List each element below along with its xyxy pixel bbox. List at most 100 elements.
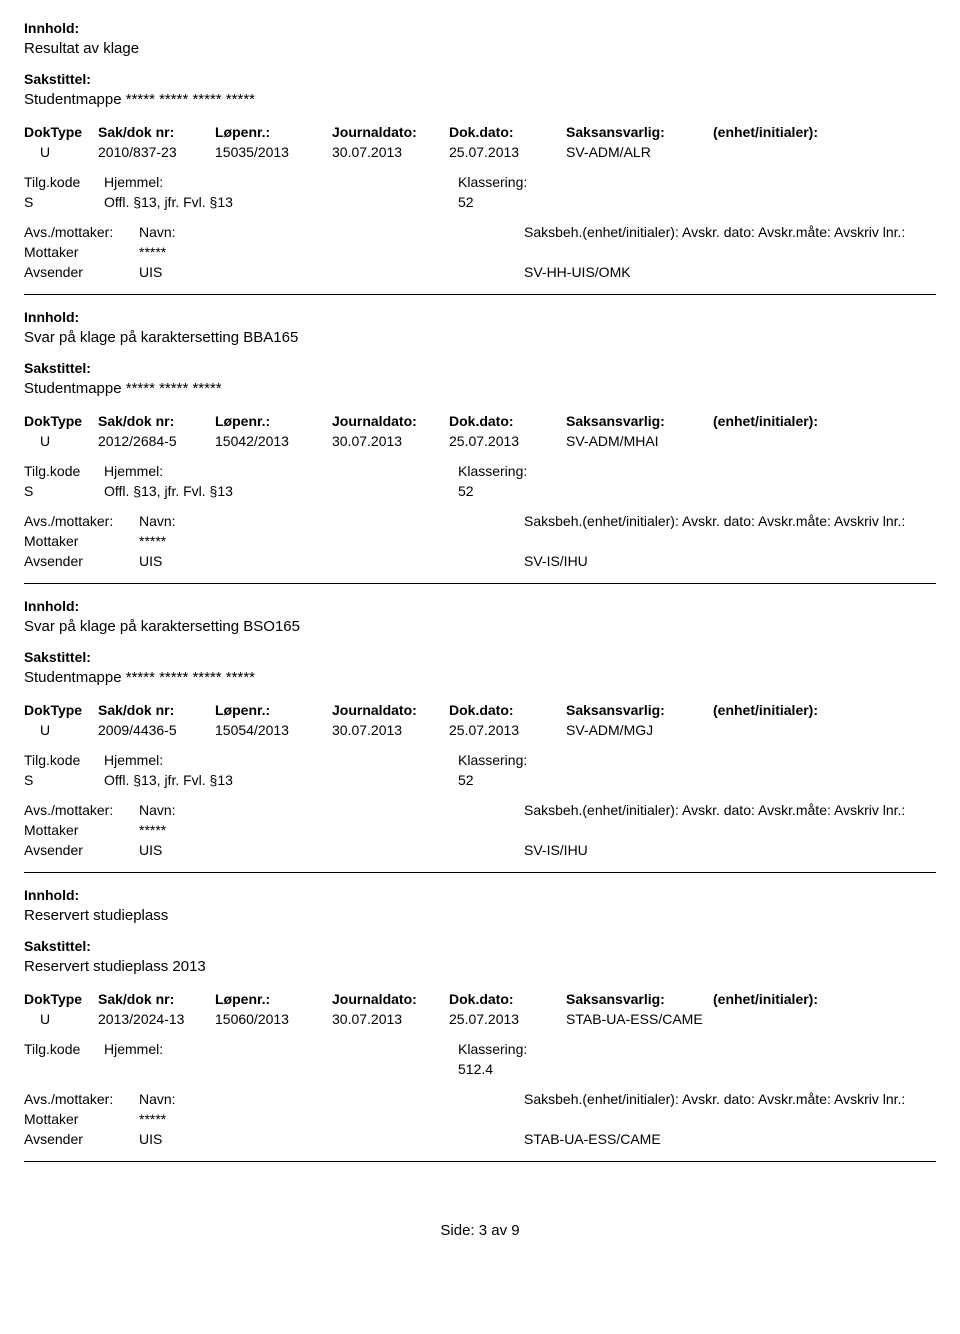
avsmottaker-label: Avs./mottaker: [24, 802, 139, 818]
avsender-row: Avsender UIS SV-IS/IHU [24, 842, 936, 858]
enhet-val [713, 433, 893, 449]
hjemmel-label: Hjemmel: [104, 463, 208, 479]
journaldato-label: Journaldato: [332, 991, 447, 1007]
enhet-label: (enhet/initialer): [713, 413, 893, 429]
sakdoknr-val: 2012/2684-5 [98, 433, 213, 449]
tilg-header-row: Tilg.kode Hjemmel: Klassering: [24, 463, 936, 479]
saksansvarlig-label: Saksansvarlig: [566, 124, 711, 140]
journaldato-label: Journaldato: [332, 413, 447, 429]
doktype-val: U [24, 433, 96, 449]
tilg-header-row: Tilg.kode Hjemmel: Klassering: [24, 752, 936, 768]
tilgkode-val: S [24, 772, 104, 788]
sakstittel-label: Sakstittel: [24, 938, 936, 954]
navn-label: Navn: [139, 1091, 209, 1107]
record-2: Innhold: Svar på klage på karaktersettin… [24, 598, 936, 873]
innhold-text: Svar på klage på karaktersetting BSO165 [24, 618, 936, 635]
lopenr-val: 15035/2013 [215, 144, 330, 160]
mottaker-type: Mottaker [24, 1111, 139, 1127]
sakdoknr-val: 2009/4436-5 [98, 722, 213, 738]
avsmottaker-label: Avs./mottaker: [24, 224, 139, 240]
hjemmel-val: Offl. §13, jfr. Fvl. §13 [104, 483, 458, 499]
avsender-row: Avsender UIS SV-IS/IHU [24, 553, 936, 569]
sakstittel-text: Studentmappe ***** ***** ***** ***** [24, 669, 936, 686]
doktype-label: DokType [24, 413, 96, 429]
tilgkode-val: S [24, 194, 104, 210]
hjemmel-val: Offl. §13, jfr. Fvl. §13 [104, 772, 458, 788]
tilg-value-row: 512.4 [24, 1061, 936, 1077]
innhold-label: Innhold: [24, 598, 936, 614]
avsender-type: Avsender [24, 1131, 139, 1147]
avsender-type: Avsender [24, 553, 139, 569]
lopenr-label: Løpenr.: [215, 413, 330, 429]
saksbeh-val: SV-HH-UIS/OMK [524, 264, 934, 280]
tilgkode-label: Tilg.kode [24, 174, 104, 190]
sakdoknr-label: Sak/dok nr: [98, 413, 213, 429]
enhet-val [713, 722, 893, 738]
meta-header-row: DokType Sak/dok nr: Løpenr.: Journaldato… [24, 991, 936, 1007]
saksansvarlig-label: Saksansvarlig: [566, 991, 711, 1007]
doktype-label: DokType [24, 991, 96, 1007]
journaldato-val: 30.07.2013 [332, 433, 447, 449]
innhold-label: Innhold: [24, 887, 936, 903]
dokdato-label: Dok.dato: [449, 124, 564, 140]
hjemmel-val: Offl. §13, jfr. Fvl. §13 [104, 194, 458, 210]
saksbeh-val: STAB-UA-ESS/CAME [524, 1131, 934, 1147]
meta-value-row: U 2009/4436-5 15054/2013 30.07.2013 25.0… [24, 722, 936, 738]
sakdoknr-val: 2013/2024-13 [98, 1011, 213, 1027]
avs-header-row: Avs./mottaker: Navn: Saksbeh.(enhet/init… [24, 802, 936, 818]
avsender-navn: UIS [139, 264, 254, 280]
record-3: Innhold: Reservert studieplass Sakstitte… [24, 887, 936, 1162]
klassering-label: Klassering: [458, 174, 888, 190]
meta-header-row: DokType Sak/dok nr: Løpenr.: Journaldato… [24, 702, 936, 718]
saksbeh-label: Saksbeh.(enhet/initialer): Avskr. dato: … [524, 1091, 934, 1107]
record-1: Innhold: Svar på klage på karaktersettin… [24, 309, 936, 584]
avsender-type: Avsender [24, 842, 139, 858]
saksbeh-label: Saksbeh.(enhet/initialer): Avskr. dato: … [524, 513, 934, 529]
sakdoknr-label: Sak/dok nr: [98, 124, 213, 140]
innhold-text: Svar på klage på karaktersetting BBA165 [24, 329, 936, 346]
saksansvarlig-val: SV-ADM/MGJ [566, 722, 711, 738]
mottaker-type: Mottaker [24, 822, 139, 838]
saksbeh-val: SV-IS/IHU [524, 553, 934, 569]
tilgkode-label: Tilg.kode [24, 463, 104, 479]
avs-header-row: Avs./mottaker: Navn: Saksbeh.(enhet/init… [24, 224, 936, 240]
doktype-label: DokType [24, 702, 96, 718]
tilgkode-label: Tilg.kode [24, 752, 104, 768]
klassering-val: 52 [458, 194, 888, 210]
mottaker-navn: ***** [139, 1111, 209, 1127]
klassering-label: Klassering: [458, 752, 888, 768]
avsmottaker-label: Avs./mottaker: [24, 513, 139, 529]
tilg-value-row: S Offl. §13, jfr. Fvl. §13 52 [24, 772, 936, 788]
journaldato-label: Journaldato: [332, 702, 447, 718]
klassering-val: 512.4 [458, 1061, 888, 1077]
enhet-label: (enhet/initialer): [713, 124, 893, 140]
avsender-type: Avsender [24, 264, 139, 280]
avs-header-row: Avs./mottaker: Navn: Saksbeh.(enhet/init… [24, 1091, 936, 1107]
sakstittel-label: Sakstittel: [24, 360, 936, 376]
journaldato-val: 30.07.2013 [332, 144, 447, 160]
sakstittel-text: Reservert studieplass 2013 [24, 958, 936, 975]
tilg-header-row: Tilg.kode Hjemmel: Klassering: [24, 174, 936, 190]
avsender-navn: UIS [139, 842, 254, 858]
dokdato-val: 25.07.2013 [449, 722, 564, 738]
avsender-row: Avsender UIS SV-HH-UIS/OMK [24, 264, 936, 280]
meta-header-row: DokType Sak/dok nr: Løpenr.: Journaldato… [24, 413, 936, 429]
avs-header-row: Avs./mottaker: Navn: Saksbeh.(enhet/init… [24, 513, 936, 529]
klassering-val: 52 [458, 483, 888, 499]
saksbeh-label: Saksbeh.(enhet/initialer): Avskr. dato: … [524, 224, 934, 240]
enhet-val [713, 144, 893, 160]
mottaker-row: Mottaker ***** [24, 1111, 936, 1127]
mottaker-row: Mottaker ***** [24, 822, 936, 838]
saksansvarlig-val: SV-ADM/ALR [566, 144, 711, 160]
sakdoknr-label: Sak/dok nr: [98, 702, 213, 718]
saksansvarlig-val: SV-ADM/MHAI [566, 433, 711, 449]
meta-header-row: DokType Sak/dok nr: Løpenr.: Journaldato… [24, 124, 936, 140]
doktype-label: DokType [24, 124, 96, 140]
dokdato-label: Dok.dato: [449, 413, 564, 429]
sakstittel-text: Studentmappe ***** ***** ***** [24, 380, 936, 397]
hjemmel-val [104, 1061, 458, 1077]
avsender-navn: UIS [139, 553, 254, 569]
enhet-label: (enhet/initialer): [713, 702, 893, 718]
tilgkode-val: S [24, 483, 104, 499]
sakdoknr-val: 2010/837-23 [98, 144, 213, 160]
